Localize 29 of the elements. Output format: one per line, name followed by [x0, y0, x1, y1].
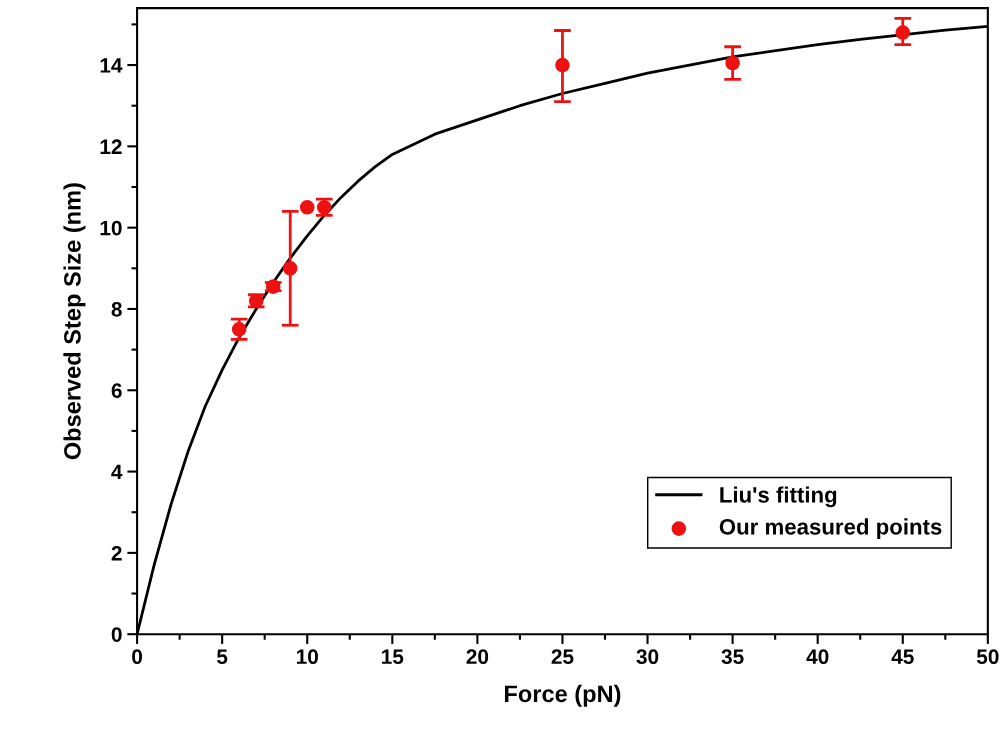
x-tick-label: 35 [721, 649, 744, 665]
x-tick-label: 15 [382, 649, 404, 665]
point [282, 261, 298, 276]
x-tick-label: 40 [806, 649, 829, 665]
legend-label: Liu's fitting [720, 486, 837, 508]
x-tick-label: 25 [551, 649, 574, 665]
x-tick-label: 5 [217, 649, 228, 665]
y-axis-title: Observed Step Size (nm) [63, 183, 86, 460]
y-tick-label: 10 [100, 220, 122, 236]
x-tick-label: 30 [636, 649, 659, 665]
x-tick-label: 45 [891, 649, 914, 665]
point [299, 200, 315, 215]
y-tick-label: 0 [111, 627, 122, 642]
y-tick-label: 8 [111, 301, 122, 317]
x-tick-label: 10 [296, 649, 318, 665]
y-tick-label: 6 [111, 383, 122, 399]
x-axis-title: Force (pN) [505, 684, 621, 707]
y-tick-label: 4 [111, 464, 123, 480]
y-tick-label: 2 [111, 545, 122, 561]
y-tick-label: 12 [100, 139, 122, 154]
legend-label: Our measured points [719, 518, 942, 540]
point [895, 25, 911, 40]
y-tick-label: 14 [100, 58, 123, 73]
x-tick-label: 50 [976, 649, 999, 665]
point [231, 322, 247, 337]
point [555, 57, 570, 73]
point [725, 55, 740, 71]
x-tick-label: 0 [132, 649, 143, 665]
x-tick-label: 20 [466, 649, 489, 665]
